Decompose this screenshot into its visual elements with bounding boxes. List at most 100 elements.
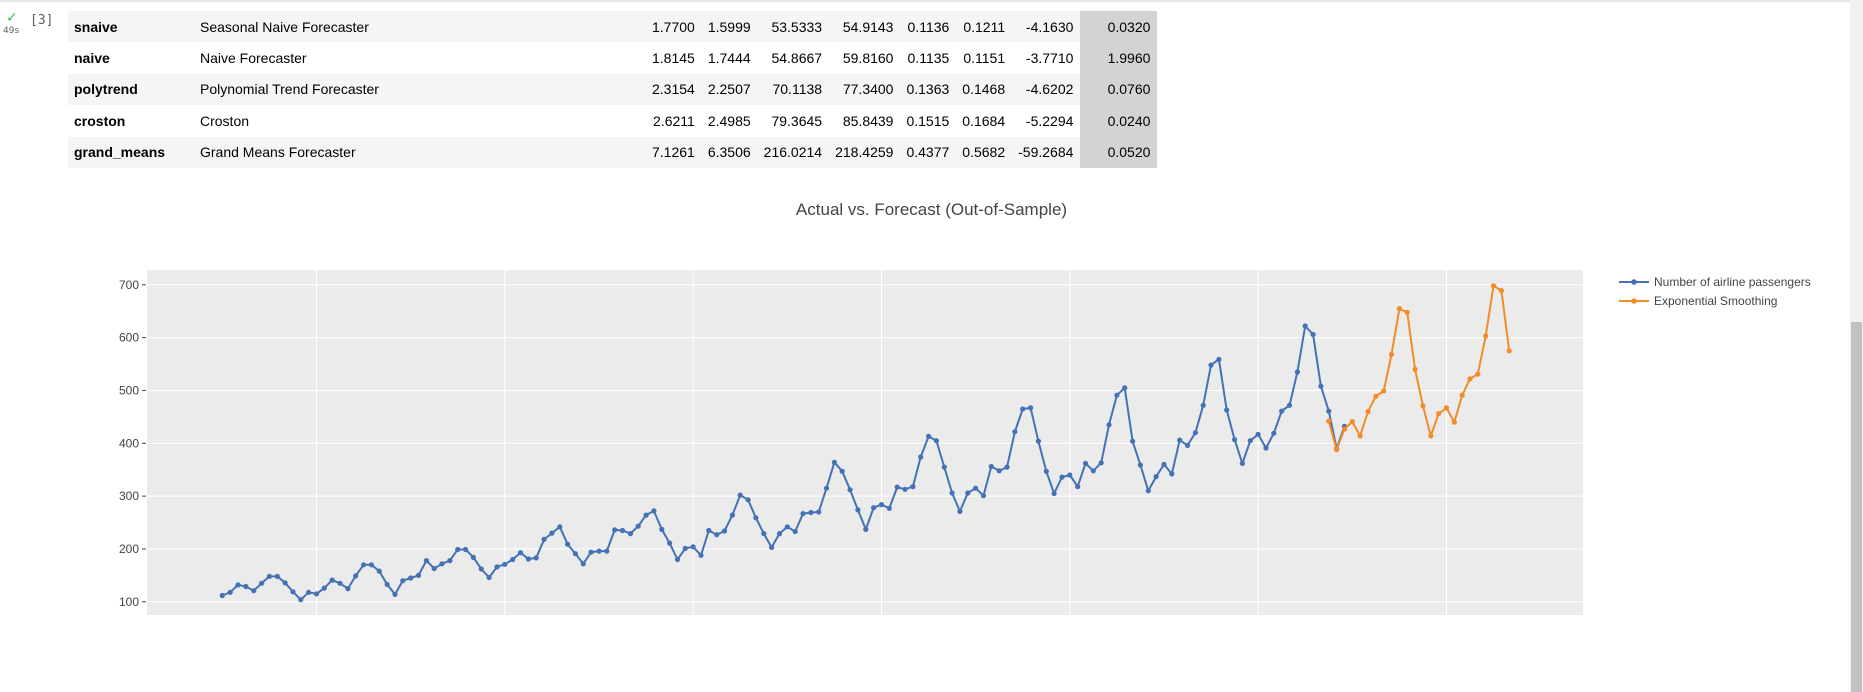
data-point[interactable]	[1357, 433, 1363, 439]
data-point[interactable]	[957, 508, 963, 514]
data-point[interactable]	[259, 580, 265, 586]
data-point[interactable]	[886, 505, 892, 511]
data-point[interactable]	[1012, 429, 1018, 435]
data-point[interactable]	[784, 524, 790, 530]
data-point[interactable]	[965, 490, 971, 496]
data-point[interactable]	[753, 515, 759, 521]
data-point[interactable]	[1349, 419, 1355, 425]
data-point[interactable]	[627, 531, 634, 537]
data-point[interactable]	[439, 561, 445, 567]
data-point[interactable]	[517, 550, 524, 556]
data-point[interactable]	[1192, 430, 1198, 436]
data-point[interactable]	[557, 524, 563, 530]
data-point[interactable]	[604, 548, 610, 554]
data-point[interactable]	[1436, 411, 1442, 417]
data-point[interactable]	[541, 536, 547, 542]
data-point[interactable]	[800, 511, 806, 517]
data-point[interactable]	[510, 556, 516, 563]
data-point[interactable]	[1122, 385, 1128, 391]
data-point[interactable]	[400, 578, 406, 584]
data-point[interactable]	[690, 544, 696, 550]
data-point[interactable]	[667, 540, 673, 546]
data-point[interactable]	[298, 597, 304, 603]
data-point[interactable]	[745, 497, 751, 503]
data-point[interactable]	[1506, 348, 1512, 354]
data-point[interactable]	[941, 464, 947, 470]
data-point[interactable]	[949, 490, 955, 496]
data-point[interactable]	[635, 523, 641, 529]
data-point[interactable]	[1396, 306, 1402, 312]
data-point[interactable]	[368, 562, 374, 568]
data-point[interactable]	[384, 581, 390, 587]
data-point[interactable]	[816, 509, 822, 515]
data-point[interactable]	[1279, 408, 1285, 414]
data-point[interactable]	[1428, 433, 1434, 439]
data-point[interactable]	[1341, 426, 1348, 432]
data-point[interactable]	[910, 484, 916, 490]
data-point[interactable]	[659, 526, 665, 532]
data-point[interactable]	[1318, 383, 1324, 389]
data-point[interactable]	[1177, 437, 1183, 443]
legend-item[interactable]: Number of airline passengers	[1619, 275, 1811, 289]
data-point[interactable]	[839, 468, 845, 474]
data-point[interactable]	[1035, 438, 1041, 444]
data-point[interactable]	[227, 589, 233, 595]
data-point[interactable]	[243, 583, 249, 590]
data-point[interactable]	[408, 575, 414, 581]
data-point[interactable]	[1028, 405, 1034, 411]
data-point[interactable]	[729, 512, 736, 518]
data-point[interactable]	[831, 459, 838, 465]
data-point[interactable]	[973, 485, 979, 491]
data-point[interactable]	[463, 546, 469, 553]
data-point[interactable]	[376, 568, 382, 574]
data-point[interactable]	[1208, 362, 1214, 368]
data-point[interactable]	[980, 493, 987, 499]
data-point[interactable]	[894, 484, 900, 490]
data-point[interactable]	[1043, 468, 1049, 474]
data-point[interactable]	[988, 463, 994, 470]
legend-item[interactable]: Exponential Smoothing	[1619, 294, 1777, 308]
data-point[interactable]	[996, 468, 1002, 474]
data-point[interactable]	[251, 588, 257, 594]
data-point[interactable]	[486, 574, 492, 581]
data-point[interactable]	[926, 433, 932, 439]
data-point[interactable]	[1216, 356, 1222, 362]
data-point[interactable]	[1106, 422, 1112, 428]
data-point[interactable]	[1381, 388, 1387, 394]
data-point[interactable]	[415, 572, 422, 578]
data-point[interactable]	[1373, 393, 1379, 399]
data-point[interactable]	[1310, 331, 1316, 338]
series-line[interactable]	[1327, 284, 1511, 451]
data-point[interactable]	[871, 505, 877, 511]
data-point[interactable]	[612, 527, 618, 533]
data-point[interactable]	[1483, 333, 1489, 339]
data-point[interactable]	[1169, 471, 1175, 477]
data-point[interactable]	[1067, 472, 1073, 478]
data-point[interactable]	[1145, 488, 1151, 494]
data-point[interactable]	[1059, 474, 1065, 480]
data-point[interactable]	[769, 544, 775, 550]
data-point[interactable]	[792, 528, 798, 535]
data-point[interactable]	[682, 545, 688, 551]
data-point[interactable]	[714, 532, 720, 538]
data-point[interactable]	[470, 554, 476, 560]
chart-legend[interactable]: Number of airline passengers Exponential …	[1619, 275, 1811, 308]
data-point[interactable]	[431, 565, 437, 572]
data-point[interactable]	[933, 438, 940, 444]
data-point[interactable]	[1130, 438, 1136, 444]
data-point[interactable]	[549, 530, 555, 536]
data-point[interactable]	[1459, 392, 1465, 398]
data-point[interactable]	[1239, 460, 1245, 466]
data-point[interactable]	[1498, 288, 1504, 294]
data-point[interactable]	[847, 487, 853, 493]
data-point[interactable]	[1255, 431, 1261, 437]
data-point[interactable]	[361, 562, 367, 568]
data-point[interactable]	[737, 492, 743, 498]
data-point[interactable]	[1404, 309, 1410, 315]
data-point[interactable]	[674, 556, 681, 563]
data-point[interactable]	[313, 591, 320, 597]
data-point[interactable]	[321, 585, 327, 591]
data-point[interactable]	[1004, 464, 1010, 470]
data-point[interactable]	[580, 561, 586, 567]
data-point[interactable]	[1263, 445, 1269, 451]
